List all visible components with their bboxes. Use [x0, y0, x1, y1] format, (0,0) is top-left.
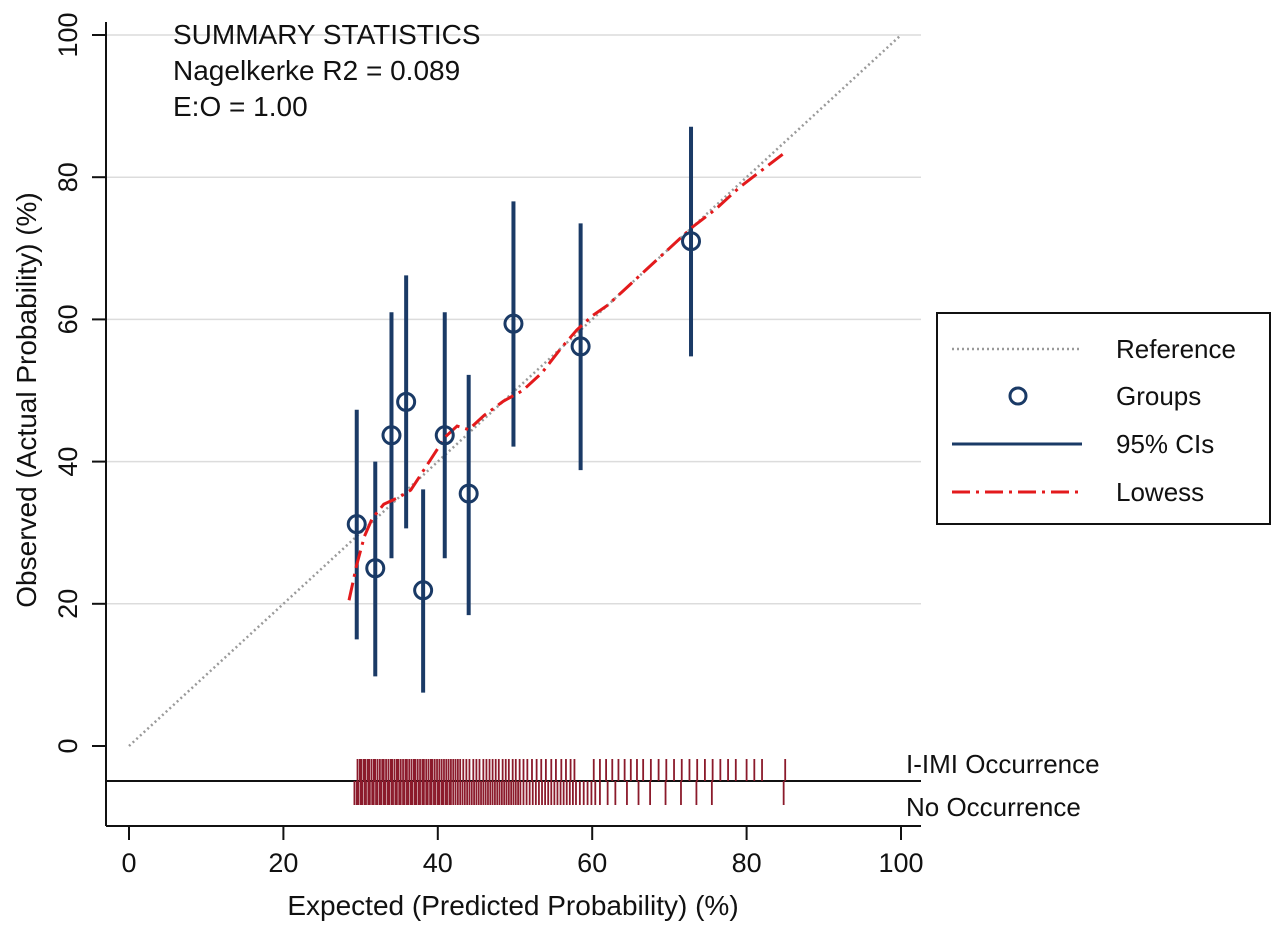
group-point-4	[396, 391, 417, 412]
rug-label-occurrence: I-IMI Occurrence	[906, 749, 1100, 779]
group-point-10	[681, 231, 702, 252]
legend-groups-swatch	[1008, 386, 1028, 406]
x-tick-label-60: 60	[577, 848, 607, 878]
y-tick-label-0: 0	[53, 738, 83, 753]
group-point-9	[570, 336, 591, 357]
group-point-8	[503, 313, 524, 334]
x-tick-label-100: 100	[878, 848, 923, 878]
lowess-line	[347, 151, 787, 601]
group-point-3	[381, 425, 402, 446]
ci-series	[354, 126, 694, 693]
groups-series	[346, 231, 702, 601]
rug-label-no-occurrence: No Occurrence	[906, 792, 1081, 822]
summary-eo: E:O = 1.00	[173, 91, 308, 122]
legend-lowess-label: Lowess	[1116, 477, 1204, 507]
group-point-2	[365, 558, 386, 579]
summary-statistics: SUMMARY STATISTICS Nagelkerke R2 = 0.089…	[173, 19, 481, 122]
x-tick-label-80: 80	[732, 848, 762, 878]
y-tick-label-40: 40	[53, 447, 83, 477]
legend-ci-label: 95% CIs	[1116, 429, 1214, 459]
group-point-7	[458, 483, 479, 504]
rug-plot	[353, 759, 787, 805]
y-tick-label-80: 80	[53, 162, 83, 192]
group-point-6	[434, 425, 455, 446]
lowess-series	[347, 151, 787, 601]
legend-reference-label: Reference	[1116, 334, 1236, 364]
y-tick-label-100: 100	[53, 12, 83, 57]
y-tick-label-60: 60	[53, 304, 83, 334]
legend-groups-label: Groups	[1116, 381, 1201, 411]
x-axis-ticks: 0 20 40 60 80 100	[121, 826, 924, 878]
x-tick-label-40: 40	[423, 848, 453, 878]
y-axis-ticks: 0 20 40 60 80 100	[53, 12, 106, 754]
summary-r2: Nagelkerke R2 = 0.089	[173, 55, 460, 86]
y-axis-title: Observed (Actual Probability) (%)	[11, 192, 42, 607]
summary-title: SUMMARY STATISTICS	[173, 19, 481, 50]
y-tick-label-20: 20	[53, 589, 83, 619]
x-tick-label-0: 0	[121, 848, 136, 878]
x-axis-title: Expected (Predicted Probability) (%)	[287, 890, 738, 921]
group-point-1	[346, 514, 367, 535]
x-tick-label-20: 20	[268, 848, 298, 878]
group-point-5	[413, 580, 434, 601]
legend: Reference Groups 95% CIs Lowess	[936, 312, 1271, 525]
